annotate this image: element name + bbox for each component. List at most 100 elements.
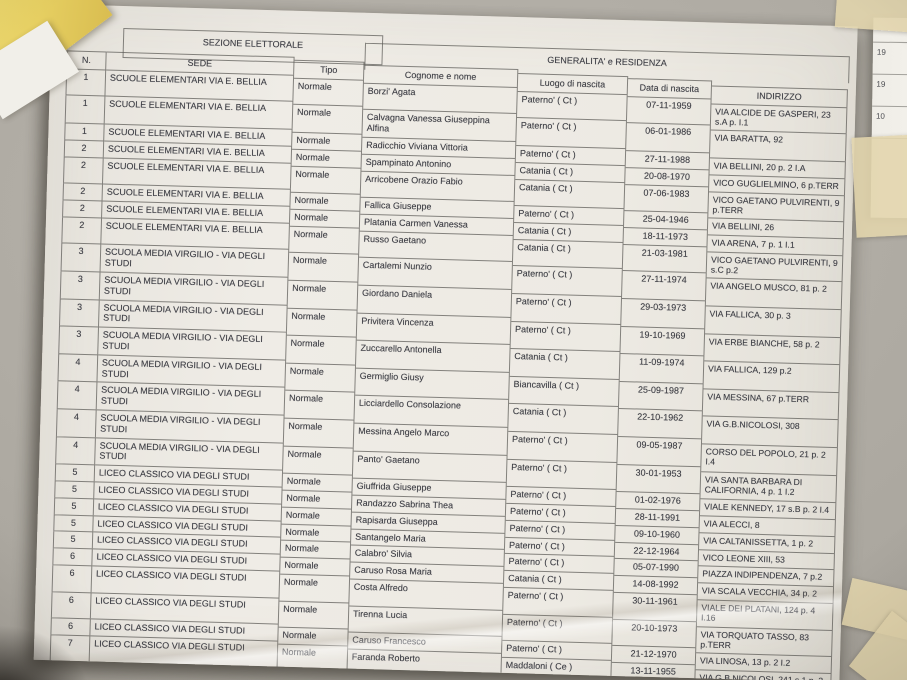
table-cell-cognome: Calvagna Vanessa Giuseppina Alfina xyxy=(362,109,518,142)
table-cell-cognome: Messina Angelo Marco xyxy=(353,422,509,455)
table-cell-luogo: Paterno' ( Ct ) xyxy=(503,586,614,617)
table-cell-indirizzo: VIALE DEI PLATANI, 124 p. 4 I.16 xyxy=(696,599,834,630)
table-cell-tipo: Normale xyxy=(290,191,361,211)
table-cell-luogo: Catania ( Ct ) xyxy=(508,403,619,434)
table-cell-indirizzo: VIA BARATTA, 92 xyxy=(709,129,847,162)
table-cell-data: 27-11-1974 xyxy=(622,270,707,301)
table-cell-tipo: Normale xyxy=(287,279,359,310)
table-cell-n: 3 xyxy=(58,325,100,355)
table-cell-luogo: Catania ( Ct ) xyxy=(514,178,626,209)
table-cell-tipo: Normale xyxy=(280,539,352,559)
table-cell-tipo: Normale xyxy=(281,506,353,526)
table-cell-tipo: Normale xyxy=(282,489,353,509)
table-cell-tipo: Normale xyxy=(292,131,363,151)
table-cell-cognome: Zuccarello Antonella xyxy=(355,339,511,372)
table-cell-data: 07-06-1983 xyxy=(624,183,710,213)
table-cell-data: 22-10-1962 xyxy=(618,408,703,439)
table-cell-n: 5 xyxy=(52,530,94,549)
table-cell-indirizzo: VIA TORQUATO TASSO, 83 p.TERR xyxy=(696,625,833,657)
table-cell-indirizzo: VIA ALCIDE DE GASPERI, 23 s.A p. I.1 xyxy=(710,103,848,134)
table-cell-sede: LICEO CLASSICO VIA DEGLI STUDI xyxy=(89,635,279,668)
table-cell-tipo: Normale xyxy=(283,417,355,448)
side-paper-fragment: 10 xyxy=(875,111,885,121)
table-cell-tipo: Normale xyxy=(284,390,356,420)
table-cell-n: 6 xyxy=(51,564,93,592)
table-cell-tipo: Normale xyxy=(280,556,351,576)
table-cell-tipo: Normale xyxy=(285,362,357,393)
table-cell-n: 2 xyxy=(61,216,103,244)
table-cell-indirizzo: VIA FALLICA, 129 p.2 xyxy=(703,360,841,392)
table-cell-n: 2 xyxy=(63,155,104,184)
table-cell-n: 5 xyxy=(53,497,95,515)
table-cell-n: 1 xyxy=(64,122,105,141)
table-cell-n: 7 xyxy=(49,660,90,679)
table-cell-n: 2 xyxy=(63,139,105,158)
table-cell-cognome: Giordano Daniela xyxy=(357,284,513,317)
table-grid: N. SEDE Tipo Cognome e nome Luogo di nascita… xyxy=(46,50,848,680)
table-cell-luogo: Catania ( Ct ) xyxy=(509,348,621,379)
table-cell-tipo: Normale xyxy=(281,523,352,542)
electoral-table: SEZIONE ELETTORALE GENERALITA' e RESIDEN… xyxy=(46,28,850,680)
table-cell-tipo: Normale xyxy=(288,252,360,282)
table-cell-tipo: Normale xyxy=(277,670,348,680)
table-cell-n: 2 xyxy=(62,199,103,218)
table-cell-tipo: Normale xyxy=(290,165,362,194)
table-cell-n: 2 xyxy=(62,182,104,201)
table-cell-luogo: Paterno' ( Ct ) xyxy=(512,265,623,297)
table-cell-tipo: Normale xyxy=(286,307,358,337)
table-cell-data: 11-09-1974 xyxy=(619,353,705,384)
table-cell-data: 21-03-1981 xyxy=(622,243,708,273)
table-cell-data: 25-09-1987 xyxy=(618,380,704,411)
table-cell-tipo: Normale xyxy=(277,643,349,673)
table-cell-n: 3 xyxy=(60,242,102,272)
table-cell-indirizzo: VICO GAETANO PULVIRENTI, 9 p.TERR xyxy=(708,191,845,222)
table-cell-cognome: Privitera Vincenza xyxy=(356,312,512,345)
col-header-tipo: Tipo xyxy=(294,59,365,80)
table-cell-cognome: Faranda Roberto xyxy=(347,648,503,680)
document-paper: SEZIONE ELETTORALE GENERALITA' e RESIDEN… xyxy=(33,4,858,680)
table-cell-tipo: Normale xyxy=(292,104,364,134)
table-cell-n: 5 xyxy=(54,480,95,499)
table-cell-tipo: Normale xyxy=(286,334,357,365)
table-cell-luogo: Paterno' ( Ct ) xyxy=(510,320,622,352)
table-cell-n: 6 xyxy=(52,547,93,566)
table-cell-data: 30-11-1961 xyxy=(613,591,698,621)
table-cell-tipo: Normale xyxy=(279,573,351,603)
table-cell-data: 20-10-1973 xyxy=(612,618,698,648)
table-cell-cognome: Panto' Gaetano xyxy=(352,450,508,483)
table-cell-luogo: Catania ( Ct ) xyxy=(512,238,624,269)
table-cell-data: 29-03-1973 xyxy=(621,298,706,329)
table-cell-indirizzo: VIA G.B.NICOLOSI, 308 xyxy=(701,415,839,448)
table-cell-n: 5 xyxy=(54,463,96,482)
table-cell-luogo: Paterno' ( Ct ) xyxy=(517,90,628,121)
table-cell-n: 3 xyxy=(59,270,101,300)
table-cell-data: 30-01-1953 xyxy=(616,463,702,494)
table-cell-n: 1 xyxy=(64,94,106,124)
table-cell-luogo: Paterno' ( Ct ) xyxy=(516,117,627,149)
table-cell-cognome: Licciardello Consolazione xyxy=(354,395,510,427)
table-cell-n: 5 xyxy=(53,513,94,532)
table-cell-indirizzo: VIA ANGELO MUSCO, 81 p. 2 xyxy=(705,277,843,310)
table-cell-luogo: Maddaloni ( Ce ) xyxy=(501,656,612,680)
table-cell-indirizzo: VIA ERBE BIANCHE, 58 p. 2 xyxy=(704,333,842,365)
table-cell-indirizzo: VIA FALLICA, 30 p. 3 xyxy=(705,305,842,337)
table-cell-luogo: Paterno' ( Ct ) xyxy=(506,458,618,490)
table-cell-data: 07-11-1959 xyxy=(626,95,712,125)
table-cell-data: 19-10-1969 xyxy=(620,325,706,356)
table-cell-tipo: Normale xyxy=(289,208,361,228)
table-cell-n: 4 xyxy=(55,435,96,465)
table-cell-n: 3 xyxy=(59,297,100,327)
table-cell-tipo: Normale xyxy=(282,472,353,492)
table-cell-data: 09-05-1987 xyxy=(617,435,703,466)
table-cell-cognome: Cartalemi Nunzio xyxy=(358,257,513,290)
table-cell-tipo: Normale xyxy=(293,77,365,107)
table-cell-tipo: Normale xyxy=(282,445,354,475)
table-cell-luogo: Biancavilla ( Ct ) xyxy=(509,375,620,407)
table-cell-luogo: Paterno' ( Ct ) xyxy=(502,613,614,644)
table-cell-data: 06-01-1986 xyxy=(626,122,711,153)
side-paper-fragment: 19 xyxy=(876,47,886,57)
table-cell-indirizzo: VIA MESSINA, 67 p.TERR xyxy=(702,388,840,420)
table-cell-tipo: Normale xyxy=(278,600,350,629)
table-cell-n: 4 xyxy=(56,380,98,410)
